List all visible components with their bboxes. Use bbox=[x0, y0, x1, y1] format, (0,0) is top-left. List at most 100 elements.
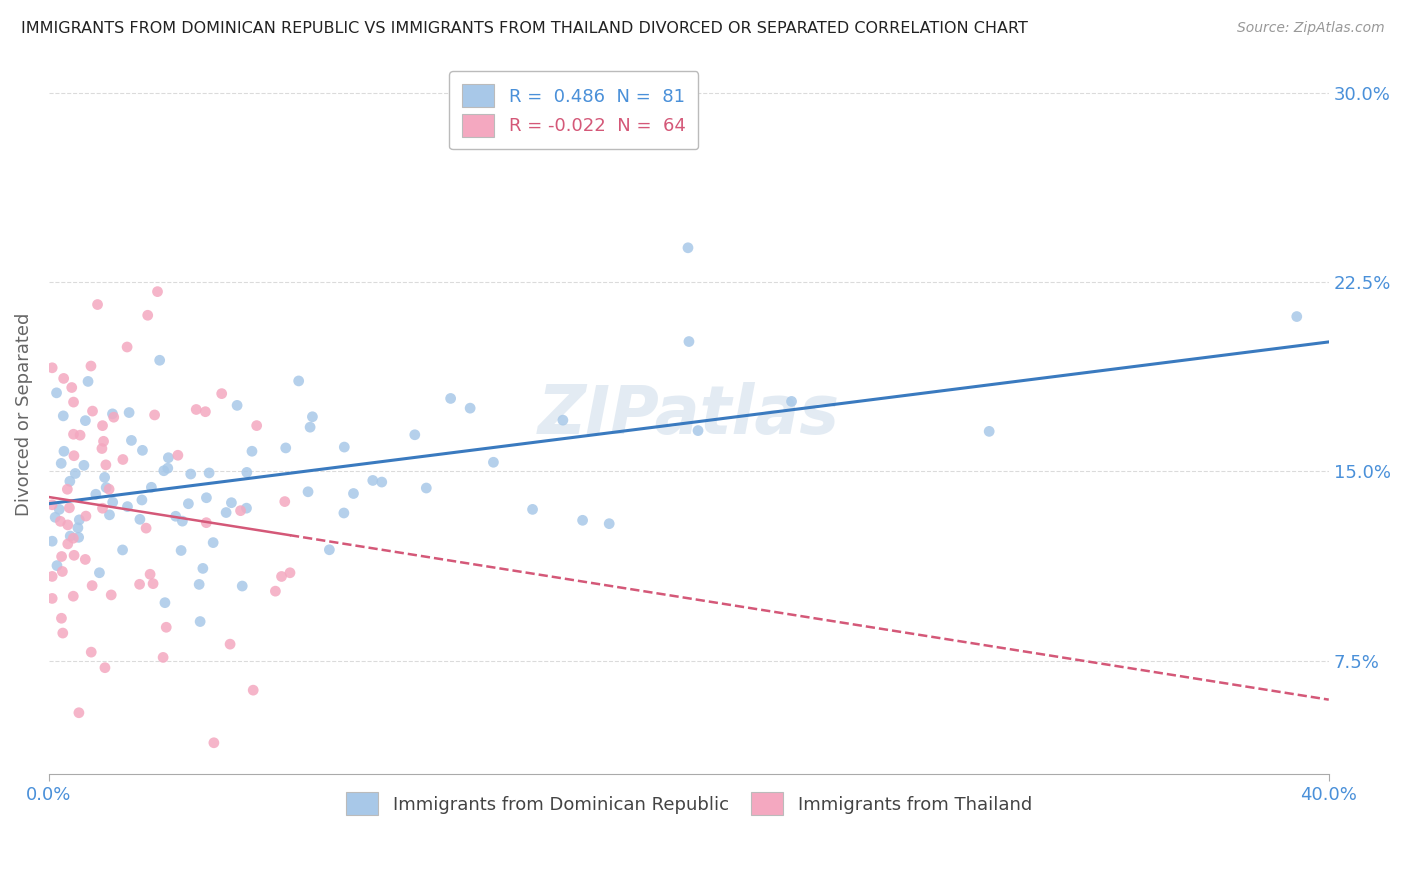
Point bbox=[52, 626, 75, 640]
Point bbox=[73, 458, 96, 473]
Point bbox=[167, 448, 190, 462]
Point bbox=[98, 482, 121, 496]
Point bbox=[270, 569, 292, 583]
Point bbox=[52, 371, 75, 385]
Point bbox=[194, 405, 217, 419]
Point bbox=[84, 487, 107, 501]
Point bbox=[129, 512, 152, 526]
Point bbox=[180, 467, 202, 481]
Point bbox=[202, 736, 225, 750]
Point bbox=[415, 481, 437, 495]
Point bbox=[48, 502, 70, 516]
Point bbox=[101, 495, 124, 509]
Point bbox=[131, 443, 153, 458]
Point bbox=[188, 577, 211, 591]
Point bbox=[111, 543, 134, 558]
Point bbox=[94, 458, 117, 472]
Text: ZIPatlas: ZIPatlas bbox=[538, 382, 839, 448]
Point bbox=[103, 410, 125, 425]
Point bbox=[91, 418, 114, 433]
Point bbox=[686, 424, 709, 438]
Point bbox=[93, 434, 115, 449]
Point bbox=[236, 466, 259, 480]
Point bbox=[318, 542, 340, 557]
Point bbox=[195, 516, 218, 530]
Point bbox=[75, 414, 97, 428]
Point bbox=[52, 409, 75, 423]
Point bbox=[235, 501, 257, 516]
Point bbox=[41, 591, 63, 606]
Point bbox=[404, 427, 426, 442]
Point bbox=[142, 576, 165, 591]
Point bbox=[69, 428, 91, 442]
Point bbox=[115, 340, 138, 354]
Point bbox=[139, 567, 162, 582]
Point bbox=[44, 510, 66, 524]
Point bbox=[551, 413, 574, 427]
Point bbox=[41, 534, 63, 549]
Point bbox=[333, 506, 356, 520]
Point bbox=[63, 549, 86, 563]
Point bbox=[49, 514, 72, 528]
Point bbox=[333, 440, 356, 454]
Point bbox=[186, 402, 208, 417]
Point bbox=[62, 531, 84, 545]
Point bbox=[94, 661, 117, 675]
Point bbox=[118, 406, 141, 420]
Point bbox=[242, 683, 264, 698]
Point bbox=[170, 543, 193, 558]
Point bbox=[571, 513, 593, 527]
Point bbox=[52, 444, 75, 458]
Point bbox=[299, 420, 322, 434]
Point bbox=[780, 394, 803, 409]
Point bbox=[90, 442, 112, 456]
Point bbox=[67, 530, 90, 544]
Point bbox=[264, 584, 287, 599]
Point bbox=[66, 521, 89, 535]
Point bbox=[246, 418, 269, 433]
Point bbox=[240, 444, 263, 458]
Point bbox=[215, 506, 238, 520]
Point bbox=[111, 452, 134, 467]
Point bbox=[56, 537, 79, 551]
Point bbox=[41, 569, 63, 583]
Point bbox=[361, 474, 384, 488]
Point bbox=[226, 398, 249, 412]
Text: IMMIGRANTS FROM DOMINICAN REPUBLIC VS IMMIGRANTS FROM THAILAND DIVORCED OR SEPAR: IMMIGRANTS FROM DOMINICAN REPUBLIC VS IM… bbox=[21, 21, 1028, 36]
Point bbox=[979, 425, 1001, 439]
Legend: Immigrants from Dominican Republic, Immigrants from Thailand: Immigrants from Dominican Republic, Immi… bbox=[335, 781, 1043, 826]
Point bbox=[59, 475, 82, 489]
Point bbox=[131, 493, 153, 508]
Point bbox=[342, 486, 364, 500]
Point bbox=[165, 509, 187, 524]
Point bbox=[46, 558, 69, 573]
Point bbox=[1285, 310, 1308, 324]
Point bbox=[676, 241, 699, 255]
Point bbox=[128, 577, 150, 591]
Point bbox=[77, 375, 100, 389]
Point bbox=[195, 491, 218, 505]
Point bbox=[51, 565, 73, 579]
Point bbox=[65, 467, 87, 481]
Point bbox=[62, 395, 84, 409]
Point bbox=[482, 455, 505, 469]
Point bbox=[86, 297, 108, 311]
Point bbox=[135, 521, 157, 535]
Point bbox=[117, 500, 139, 514]
Point bbox=[62, 427, 84, 442]
Point bbox=[278, 566, 301, 580]
Point bbox=[75, 509, 97, 524]
Point bbox=[101, 407, 124, 421]
Point bbox=[89, 566, 111, 580]
Point bbox=[297, 484, 319, 499]
Point bbox=[157, 450, 180, 465]
Point bbox=[231, 579, 253, 593]
Point bbox=[522, 502, 544, 516]
Point bbox=[56, 482, 79, 496]
Y-axis label: Divorced or Separated: Divorced or Separated bbox=[15, 313, 32, 516]
Point bbox=[98, 508, 121, 522]
Point bbox=[141, 480, 163, 494]
Point bbox=[45, 385, 67, 400]
Point bbox=[67, 513, 90, 527]
Point bbox=[172, 514, 194, 528]
